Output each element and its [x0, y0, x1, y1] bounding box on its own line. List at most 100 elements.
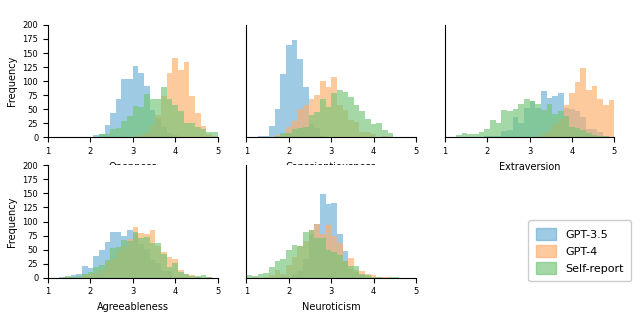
Bar — [280, 133, 286, 137]
Bar — [348, 269, 354, 278]
Bar — [354, 270, 360, 278]
Bar — [598, 99, 603, 137]
Y-axis label: Frequency: Frequency — [7, 56, 17, 106]
Bar — [342, 110, 348, 137]
Bar — [161, 254, 167, 278]
Bar — [337, 243, 342, 278]
Bar — [138, 135, 144, 137]
Bar — [337, 234, 342, 278]
Bar — [337, 105, 342, 137]
Bar — [65, 276, 70, 278]
Bar — [104, 134, 110, 137]
Bar — [376, 276, 382, 278]
Bar — [320, 234, 326, 278]
Bar — [184, 274, 189, 278]
Bar — [104, 262, 110, 278]
Bar — [110, 113, 116, 137]
Bar — [93, 135, 99, 137]
Bar — [467, 134, 473, 137]
Bar — [161, 252, 167, 278]
Bar — [308, 230, 314, 278]
Bar — [365, 275, 371, 278]
Bar — [598, 132, 603, 137]
Bar — [189, 96, 195, 137]
Bar — [110, 129, 116, 137]
Bar — [184, 123, 189, 137]
Bar — [326, 107, 332, 137]
Bar — [484, 129, 490, 137]
Bar — [269, 275, 275, 278]
Bar — [275, 109, 280, 137]
Bar — [518, 123, 524, 137]
Bar — [603, 136, 609, 137]
Bar — [558, 94, 564, 137]
Bar — [456, 135, 461, 137]
Bar — [365, 132, 371, 137]
Bar — [212, 132, 218, 137]
Bar — [127, 116, 133, 137]
Bar — [303, 259, 308, 278]
Bar — [172, 57, 178, 137]
Bar — [354, 266, 360, 278]
Bar — [201, 126, 206, 137]
Bar — [501, 130, 507, 137]
Bar — [348, 97, 354, 137]
Bar — [122, 121, 127, 137]
Bar — [342, 261, 348, 278]
Bar — [342, 92, 348, 137]
Bar — [547, 104, 552, 137]
Bar — [297, 246, 303, 278]
Bar — [332, 77, 337, 137]
Bar — [280, 74, 286, 137]
Bar — [133, 227, 138, 278]
Bar — [122, 79, 127, 137]
Bar — [82, 266, 88, 278]
Bar — [246, 275, 252, 278]
Bar — [178, 71, 184, 137]
Bar — [382, 277, 388, 278]
Bar — [275, 136, 280, 137]
Bar — [365, 119, 371, 137]
Bar — [166, 267, 172, 278]
X-axis label: Conscientiousness: Conscientiousness — [286, 162, 376, 172]
Bar — [388, 133, 394, 137]
Bar — [314, 224, 320, 278]
Bar — [592, 135, 598, 137]
Bar — [564, 105, 569, 137]
Bar — [586, 90, 592, 137]
Bar — [70, 275, 76, 278]
Bar — [569, 109, 575, 137]
Bar — [195, 277, 201, 278]
Bar — [88, 268, 93, 278]
Bar — [337, 255, 342, 278]
Bar — [161, 271, 167, 278]
Bar — [354, 122, 360, 137]
Bar — [280, 274, 286, 278]
Bar — [320, 99, 326, 137]
Bar — [280, 259, 286, 278]
Bar — [558, 111, 564, 137]
Bar — [138, 73, 144, 137]
Bar — [569, 127, 575, 137]
Bar — [314, 238, 320, 278]
Bar — [133, 233, 138, 278]
Bar — [156, 99, 161, 137]
Bar — [65, 277, 70, 278]
Bar — [303, 87, 308, 137]
Bar — [524, 108, 530, 137]
Bar — [286, 45, 292, 137]
Bar — [166, 73, 172, 137]
Bar — [127, 230, 133, 278]
Bar — [552, 114, 558, 137]
Bar — [541, 110, 547, 137]
Bar — [303, 127, 308, 137]
Bar — [580, 130, 586, 137]
Bar — [552, 124, 558, 137]
Bar — [275, 270, 280, 278]
Bar — [360, 271, 365, 278]
Bar — [138, 238, 144, 278]
Bar — [308, 124, 314, 137]
Bar — [575, 82, 580, 137]
Bar — [178, 111, 184, 137]
Bar — [320, 136, 326, 137]
